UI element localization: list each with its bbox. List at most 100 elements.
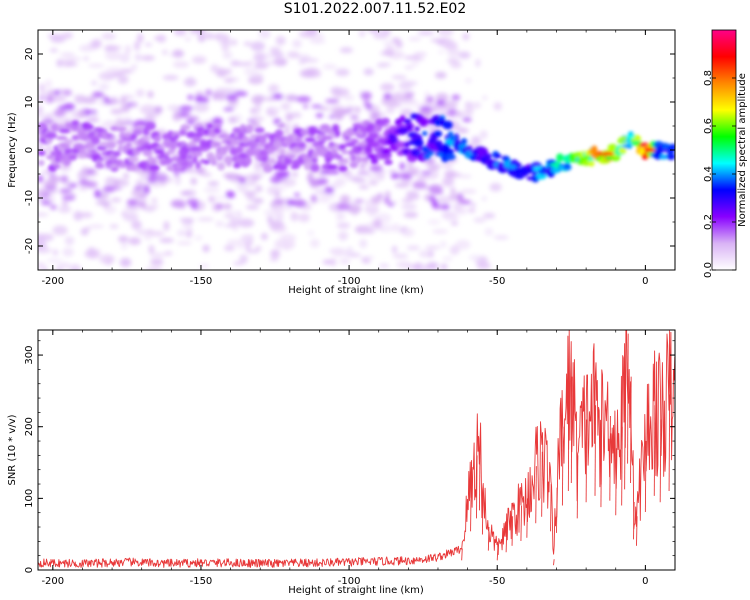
noise-blob bbox=[59, 188, 72, 195]
noise-blob bbox=[462, 117, 472, 122]
ridge-blob bbox=[145, 144, 153, 151]
colorbar: 0.0 0.2 0.4 0.6 0.8 Normalized spectral ampl… bbox=[703, 29, 748, 278]
ridge-blob bbox=[332, 124, 340, 133]
noise-blob bbox=[224, 244, 235, 252]
ridge-blob bbox=[403, 118, 412, 125]
noise-blob bbox=[92, 91, 104, 98]
snr-data-point bbox=[561, 426, 564, 506]
noise-blob bbox=[473, 217, 486, 223]
noise-blob bbox=[454, 208, 463, 214]
noise-blob bbox=[50, 36, 66, 43]
noise-blob bbox=[329, 115, 335, 119]
noise-blob bbox=[215, 203, 224, 210]
spectrogram-heatmap bbox=[38, 30, 675, 270]
noise-blob bbox=[105, 176, 116, 183]
snr-data-point bbox=[520, 505, 522, 541]
noise-blob bbox=[459, 206, 468, 216]
noise-blob bbox=[346, 203, 362, 214]
noise-blob bbox=[232, 261, 244, 266]
ridge-hotspot bbox=[626, 134, 635, 139]
ridge-blob bbox=[338, 165, 348, 172]
noise-blob bbox=[426, 95, 434, 103]
noise-blob bbox=[154, 174, 169, 178]
noise-blob bbox=[222, 51, 233, 60]
ridge-blob bbox=[274, 129, 284, 138]
ridge-blob bbox=[444, 153, 456, 161]
snr-y-tick-label: 0 bbox=[24, 567, 35, 573]
noise-blob bbox=[64, 63, 79, 67]
noise-blob bbox=[265, 54, 273, 59]
noise-blob bbox=[360, 227, 371, 234]
noise-blob bbox=[269, 257, 279, 262]
noise-blob bbox=[311, 104, 323, 109]
snr-data-point bbox=[600, 430, 602, 508]
ridge-blob bbox=[414, 126, 420, 132]
noise-blob bbox=[437, 30, 454, 37]
ridge-blob bbox=[234, 157, 243, 165]
noise-blob bbox=[403, 55, 420, 60]
snr-data-point bbox=[511, 516, 514, 546]
snr-data-point bbox=[487, 527, 490, 551]
noise-blob bbox=[117, 179, 130, 187]
ridge-blob bbox=[113, 150, 121, 157]
noise-blob bbox=[419, 265, 429, 270]
noise-blob bbox=[401, 203, 417, 210]
noise-blob bbox=[279, 234, 297, 242]
noise-blob bbox=[275, 35, 286, 46]
noise-blob bbox=[385, 45, 395, 51]
noise-blob bbox=[229, 217, 241, 226]
noise-blob bbox=[369, 164, 383, 172]
noise-blob bbox=[427, 219, 441, 225]
noise-blob bbox=[429, 196, 435, 201]
ridge-blob bbox=[145, 122, 156, 131]
noise-blob bbox=[380, 83, 395, 92]
noise-blob bbox=[298, 30, 315, 38]
noise-blob bbox=[159, 128, 166, 136]
noise-blob bbox=[324, 186, 335, 194]
noise-blob bbox=[483, 212, 496, 219]
snr-y-tick-label: 100 bbox=[24, 489, 35, 508]
noise-blob bbox=[481, 95, 488, 100]
noise-blob bbox=[148, 244, 154, 255]
noise-blob bbox=[391, 223, 401, 233]
noise-blob bbox=[197, 217, 214, 221]
spectrogram-x-tick-label: -50 bbox=[489, 276, 505, 287]
noise-blob bbox=[456, 127, 469, 134]
snr-data-point bbox=[550, 484, 552, 532]
ridge-blob bbox=[283, 156, 293, 166]
noise-blob bbox=[51, 95, 67, 103]
snr-x-tick-label: -100 bbox=[338, 576, 361, 587]
noise-blob bbox=[200, 173, 213, 177]
noise-blob bbox=[436, 196, 452, 204]
noise-blob bbox=[222, 87, 239, 95]
ridge-blob bbox=[71, 119, 80, 126]
ridge-blob bbox=[350, 138, 359, 144]
ridge-blob bbox=[98, 142, 109, 147]
noise-blob bbox=[296, 95, 311, 103]
ridge-blob bbox=[195, 161, 201, 170]
ridge-blob bbox=[331, 148, 337, 156]
noise-blob bbox=[258, 30, 271, 39]
noise-blob bbox=[436, 99, 446, 107]
noise-blob bbox=[413, 52, 427, 57]
noise-blob bbox=[62, 195, 75, 201]
ridge-blob bbox=[192, 155, 198, 164]
noise-blob bbox=[384, 190, 391, 198]
ridge-blob bbox=[180, 124, 191, 131]
noise-blob bbox=[172, 49, 185, 58]
snr-y-axis-label: SNR (10 * v/v) bbox=[7, 414, 18, 485]
colorbar-tick-label: 0.6 bbox=[703, 118, 714, 134]
ridge-blob bbox=[360, 156, 370, 163]
noise-blob bbox=[270, 51, 284, 58]
noise-blob bbox=[346, 246, 354, 257]
ridge-hotspot bbox=[448, 135, 457, 141]
noise-blob bbox=[336, 212, 346, 220]
noise-blob bbox=[116, 117, 123, 122]
noise-blob bbox=[286, 199, 297, 206]
noise-blob bbox=[120, 69, 133, 74]
noise-blob bbox=[464, 101, 473, 107]
noise-blob bbox=[293, 192, 300, 197]
noise-blob bbox=[101, 32, 117, 40]
ridge-blob bbox=[56, 123, 66, 130]
snr-x-tick-label: -200 bbox=[41, 576, 64, 587]
